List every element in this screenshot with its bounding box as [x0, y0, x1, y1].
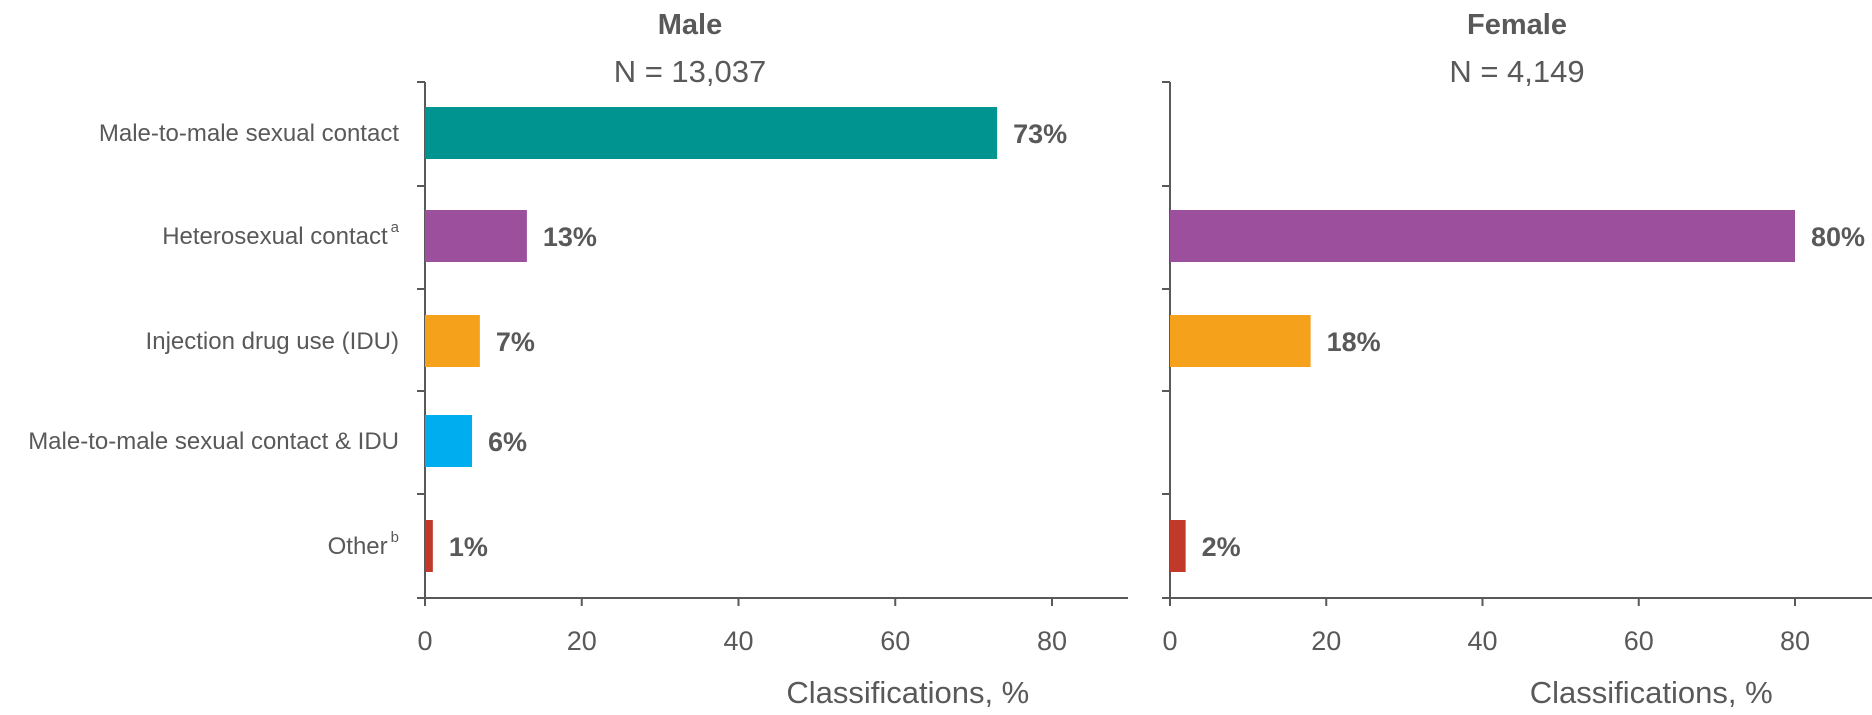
- category-label: Male-to-male sexual contact: [99, 120, 399, 147]
- data-label: 80%: [1811, 222, 1865, 252]
- category-label-text: Injection drug use (IDU): [146, 328, 399, 355]
- panel-title: Female: [1467, 9, 1567, 41]
- data-label: 7%: [496, 327, 535, 357]
- bar: [425, 107, 998, 159]
- bar: [1170, 520, 1186, 572]
- data-label: 73%: [1013, 119, 1067, 149]
- x-tick-label: 80: [1780, 626, 1810, 656]
- panel-title: Male: [658, 9, 722, 41]
- x-tick-label: 60: [1624, 626, 1654, 656]
- x-axis-title: Classifications, %: [786, 675, 1029, 710]
- category-label: Injection drug use (IDU): [146, 328, 399, 355]
- category-label-text: Heterosexual contact: [162, 223, 388, 250]
- x-tick-label: 40: [723, 626, 753, 656]
- x-tick-label: 20: [567, 626, 597, 656]
- category-label: Other b: [328, 529, 399, 560]
- category-label-text: Male-to-male sexual contact: [99, 120, 399, 147]
- x-tick-label: 20: [1311, 626, 1341, 656]
- bar: [425, 415, 473, 467]
- data-label: 6%: [488, 427, 527, 457]
- x-axis-title: Classifications, %: [1530, 675, 1773, 710]
- x-tick-label: 80: [1037, 626, 1067, 656]
- bar: [1170, 315, 1311, 367]
- panel-subtitle: N = 4,149: [1449, 54, 1584, 89]
- data-label: 18%: [1327, 327, 1381, 357]
- category-label-text: Other: [328, 533, 388, 560]
- bar: [425, 210, 527, 262]
- x-tick-label: 0: [417, 626, 432, 656]
- bar: [425, 315, 480, 367]
- data-label: 13%: [543, 222, 597, 252]
- category-label: Male-to-male sexual contact & IDU: [28, 428, 399, 455]
- footnote-marker: b: [391, 529, 399, 546]
- data-label: 1%: [449, 532, 488, 562]
- data-label: 2%: [1202, 532, 1241, 562]
- category-label: Heterosexual contact a: [162, 219, 399, 250]
- x-tick-label: 40: [1467, 626, 1497, 656]
- bar: [425, 520, 433, 572]
- footnote-marker: a: [391, 219, 400, 236]
- category-label-text: Male-to-male sexual contact & IDU: [28, 428, 399, 455]
- bar: [1170, 210, 1795, 262]
- panel-subtitle: N = 13,037: [614, 54, 767, 89]
- x-tick-label: 0: [1162, 626, 1177, 656]
- x-tick-label: 60: [880, 626, 910, 656]
